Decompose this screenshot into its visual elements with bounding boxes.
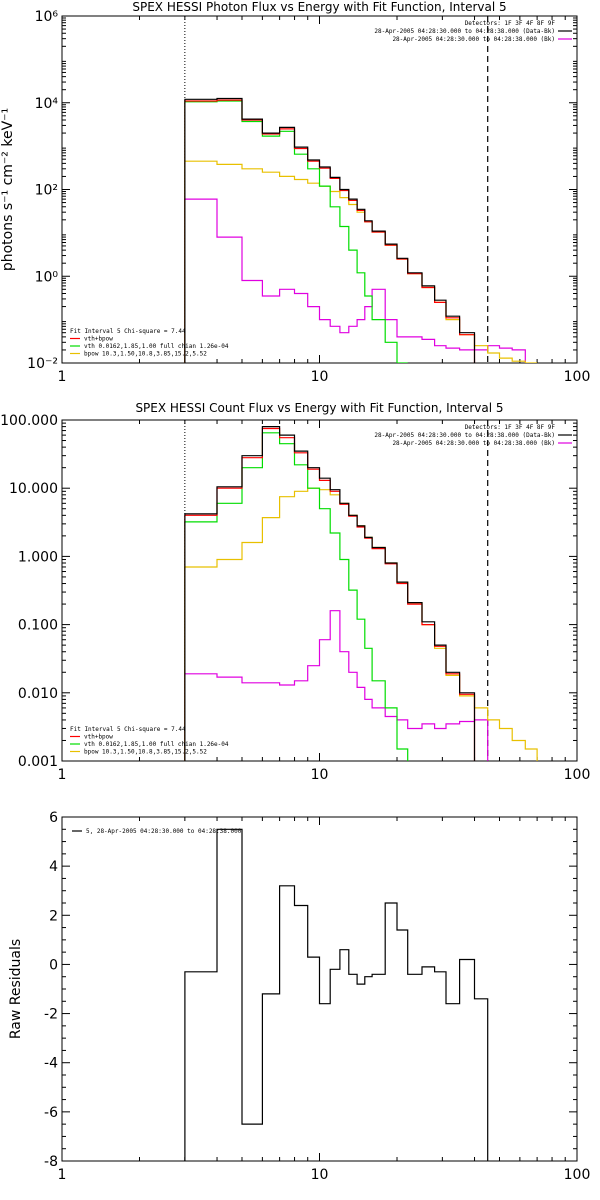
legend-entry-data: 28-Apr-2005 04:28:30.000 to 04:28:38.000… xyxy=(374,28,555,35)
legend-entry-data: 28-Apr-2005 04:28:30.000 to 04:28:38.000… xyxy=(374,432,555,439)
y-tick-label: 0.001 xyxy=(18,754,58,770)
panel-2: SPEX HESSI Count Flux vs Energy with Fit… xyxy=(0,401,590,783)
legend-entry-bkg: 28-Apr-2005 04:28:30.000 to 04:28:38.000… xyxy=(392,440,555,447)
legend-entry-bpow: bpow 10.3,1.50,10.8,3.85,15.2,5.52 xyxy=(84,749,207,756)
series-total-line xyxy=(184,426,476,761)
y-tick-label: -2 xyxy=(44,1007,58,1023)
y-axis-label: photons s⁻¹ cm⁻² keV⁻¹ xyxy=(0,108,16,271)
series-bpow-line xyxy=(184,160,538,363)
panel-3: Raw Residuals 1 10 100 -8 -6 -4 -2 0 2 4 6 5, 28-Apr… xyxy=(8,810,590,1183)
y-tick-label: 0.010 xyxy=(18,686,58,702)
legend-entry-bpow: bpow 10.3,1.50,10.8,3.85,15.2,5.52 xyxy=(84,351,207,358)
x-tick-label: 1 xyxy=(58,369,67,385)
series-bkg-line xyxy=(184,198,526,363)
x-tick-label: 100 xyxy=(564,767,591,783)
series-model-line xyxy=(184,99,476,363)
legend-fit-info: Fit Interval 5 Chi-square = 7.44 xyxy=(70,726,186,733)
x-tick-label: 1 xyxy=(58,1167,67,1183)
legend-entry-vth: vth 0.0162,1.85,1.00 full chian 1.26e-04 xyxy=(84,741,229,748)
y-tick-label: -8 xyxy=(44,1154,58,1170)
legend-detectors: Detectors: 1F 3F 4F 8F 9F xyxy=(465,424,556,431)
legend-entry-vth: vth 0.0162,1.85,1.00 full chian 1.26e-04 xyxy=(84,343,229,350)
legend-entry-bkg: 28-Apr-2005 04:28:30.000 to 04:28:38.000… xyxy=(392,36,555,43)
legend-entry-residuals: 5, 28-Apr-2005 04:28:30.000 to 04:28:38.… xyxy=(86,828,242,835)
y-tick-label: 10⁴ xyxy=(35,96,59,112)
series-vth-line xyxy=(184,100,408,363)
series-model-line xyxy=(184,427,476,761)
x-tick-label: 100 xyxy=(564,1167,591,1183)
x-tick-label: 10 xyxy=(311,1167,329,1183)
chart-title: SPEX HESSI Count Flux vs Energy with Fit… xyxy=(135,401,503,415)
y-tick-label: 10² xyxy=(35,183,58,199)
legend-fit-info: Fit Interval 5 Chi-square = 7.44 xyxy=(70,328,186,335)
y-tick-label: 2 xyxy=(49,908,58,924)
y-tick-label: 6 xyxy=(49,810,58,826)
x-tick-label: 1 xyxy=(58,767,67,783)
legend-entry-model: vth+bpow xyxy=(84,336,113,343)
y-tick-label: 10⁶ xyxy=(35,9,59,25)
legend-detectors: Detectors: 1F 3F 4F 8F 9F xyxy=(465,20,556,27)
chart-title: SPEX HESSI Photon Flux vs Energy with Fi… xyxy=(132,0,506,14)
y-axis-label: Raw Residuals xyxy=(8,939,24,1039)
y-tick-label: 10⁻² xyxy=(27,356,58,372)
y-tick-label: 10⁰ xyxy=(35,269,59,285)
legend-entry-model: vth+bpow xyxy=(84,734,113,741)
y-tick-label: 4 xyxy=(49,859,58,875)
x-tick-label: 10 xyxy=(311,369,329,385)
series-total-line xyxy=(184,828,489,1161)
series-vth-line xyxy=(184,432,409,761)
x-tick-label: 10 xyxy=(311,767,329,783)
series-bkg-line xyxy=(184,610,489,761)
panel-1: SPEX HESSI Photon Flux vs Energy with Fi… xyxy=(0,0,590,385)
y-tick-label: -6 xyxy=(44,1105,58,1121)
series-total-line xyxy=(184,97,476,363)
y-tick-label: 100.000 xyxy=(0,413,58,429)
y-tick-label: 0 xyxy=(49,957,58,973)
y-tick-label: 1.000 xyxy=(18,549,58,565)
x-tick-label: 100 xyxy=(564,369,591,385)
y-tick-label: -4 xyxy=(44,1056,58,1072)
y-tick-label: 0.100 xyxy=(18,618,58,634)
y-tick-label: 10.000 xyxy=(9,481,58,497)
